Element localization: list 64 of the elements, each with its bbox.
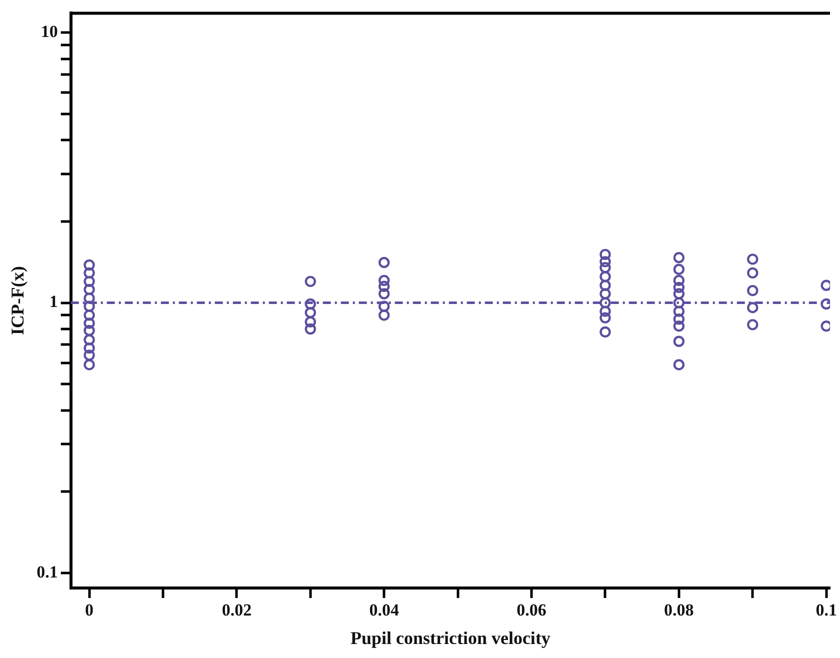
y-tick-label: 1: [49, 292, 58, 312]
point: [84, 334, 95, 346]
point: [84, 350, 95, 361]
point: [673, 314, 685, 325]
point: [820, 280, 830, 291]
point: [673, 274, 685, 286]
x-tick-label: 0: [85, 600, 94, 620]
point: [378, 300, 390, 312]
point: [747, 267, 758, 279]
point: [600, 248, 611, 260]
point: [378, 256, 390, 268]
point: [84, 324, 95, 336]
x-tick-label: 0.06: [516, 600, 546, 620]
x-tick-label: 0.08: [664, 600, 694, 620]
y-tick-label: 10: [40, 22, 58, 42]
point: [304, 323, 316, 335]
point: [600, 297, 611, 308]
x-axis-title: Pupil constriction velocity: [350, 628, 550, 648]
x-tick-label: 0.02: [222, 600, 252, 620]
point: [600, 306, 611, 317]
x-tick-label: 0.04: [369, 600, 400, 620]
point: [600, 326, 611, 338]
point: [673, 359, 685, 370]
point: [673, 252, 685, 264]
point: [747, 254, 758, 265]
point: [84, 284, 95, 296]
point: [304, 276, 316, 288]
point: [378, 280, 390, 292]
point: [304, 298, 316, 310]
point: [600, 312, 611, 324]
point: [673, 297, 685, 308]
point: [820, 298, 830, 310]
point: [84, 300, 95, 312]
point: [673, 320, 685, 332]
y-axis-title: ICP-F(x): [7, 266, 28, 336]
point: [600, 280, 611, 291]
point: [747, 319, 758, 330]
point: [673, 282, 685, 294]
point: [673, 288, 685, 300]
point: [600, 262, 611, 274]
point: [304, 316, 316, 328]
point: [600, 288, 611, 300]
point: [84, 267, 95, 279]
point: [600, 271, 611, 282]
x-tick-label: 0.1: [816, 600, 837, 620]
point: [378, 274, 390, 286]
point: [84, 342, 95, 354]
point: [84, 292, 95, 304]
point: [84, 318, 95, 329]
point: [600, 256, 611, 268]
point: [747, 302, 758, 314]
point: [304, 306, 316, 318]
point: [747, 284, 758, 296]
point: [673, 264, 685, 275]
point: [378, 288, 390, 300]
point: [378, 310, 390, 321]
point: [84, 259, 95, 271]
y-tick-label: 0.1: [36, 562, 58, 582]
point: [673, 306, 685, 317]
point: [84, 310, 95, 321]
point: [84, 276, 95, 288]
point: [673, 336, 685, 347]
point: [820, 320, 830, 332]
point: [84, 359, 95, 370]
